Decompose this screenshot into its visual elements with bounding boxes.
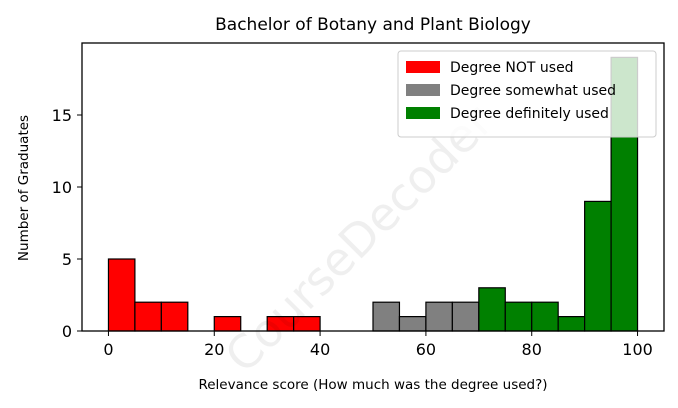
x-tick-label: 100 bbox=[622, 340, 653, 359]
x-tick-label: 60 bbox=[416, 340, 436, 359]
legend-label-degree-definitely-used: Degree definitely used bbox=[450, 106, 609, 122]
bar-degree-definitely-used-85 bbox=[557, 316, 586, 332]
bar-degree-definitely-used-90 bbox=[584, 200, 612, 332]
legend-swatch-degree-somewhat-used bbox=[406, 84, 440, 96]
x-tick-label: 40 bbox=[310, 340, 330, 359]
x-axis-label: Relevance score (How much was the degree… bbox=[198, 377, 547, 393]
x-tick-label: 0 bbox=[103, 340, 113, 359]
bar-degree-not-used-10 bbox=[160, 301, 189, 332]
bar-degree-somewhat-used-50 bbox=[372, 301, 401, 332]
bar-degree-definitely-used-70 bbox=[478, 287, 506, 332]
y-tick-label: 15 bbox=[52, 106, 72, 125]
legend-swatch-degree-not-used bbox=[406, 61, 440, 73]
legend-box bbox=[397, 50, 657, 138]
legend: Degree NOT used Degree somewhat used Degre… bbox=[397, 50, 657, 138]
bar-degree-somewhat-used-60 bbox=[425, 301, 453, 332]
x-tick-label: 80 bbox=[522, 340, 542, 359]
y-tick-label: 5 bbox=[62, 250, 72, 269]
y-tick-label: 10 bbox=[52, 178, 72, 197]
axis-ticks: 0 20 40 60 80 100 0 5 10 15 bbox=[52, 106, 653, 359]
y-tick-label: 0 bbox=[62, 322, 72, 341]
bar-degree-definitely-used-75 bbox=[504, 301, 533, 332]
bar-degree-somewhat-used-65 bbox=[451, 301, 480, 332]
legend-label-degree-not-used: Degree NOT used bbox=[450, 60, 574, 76]
legend-swatch-degree-definitely-used bbox=[406, 107, 440, 119]
y-axis-label: Number of Graduates bbox=[16, 115, 32, 261]
bar-degree-definitely-used-80 bbox=[531, 301, 559, 332]
bar-degree-not-used-5 bbox=[134, 301, 162, 332]
x-tick-label: 20 bbox=[204, 340, 224, 359]
legend-label-degree-somewhat-used: Degree somewhat used bbox=[450, 83, 616, 99]
watermark: CourseDecoder bbox=[214, 94, 503, 383]
bar-degree-not-used-0 bbox=[107, 258, 136, 332]
chart-title: Bachelor of Botany and Plant Biology bbox=[215, 15, 531, 35]
bar-degree-somewhat-used-55 bbox=[398, 316, 427, 332]
